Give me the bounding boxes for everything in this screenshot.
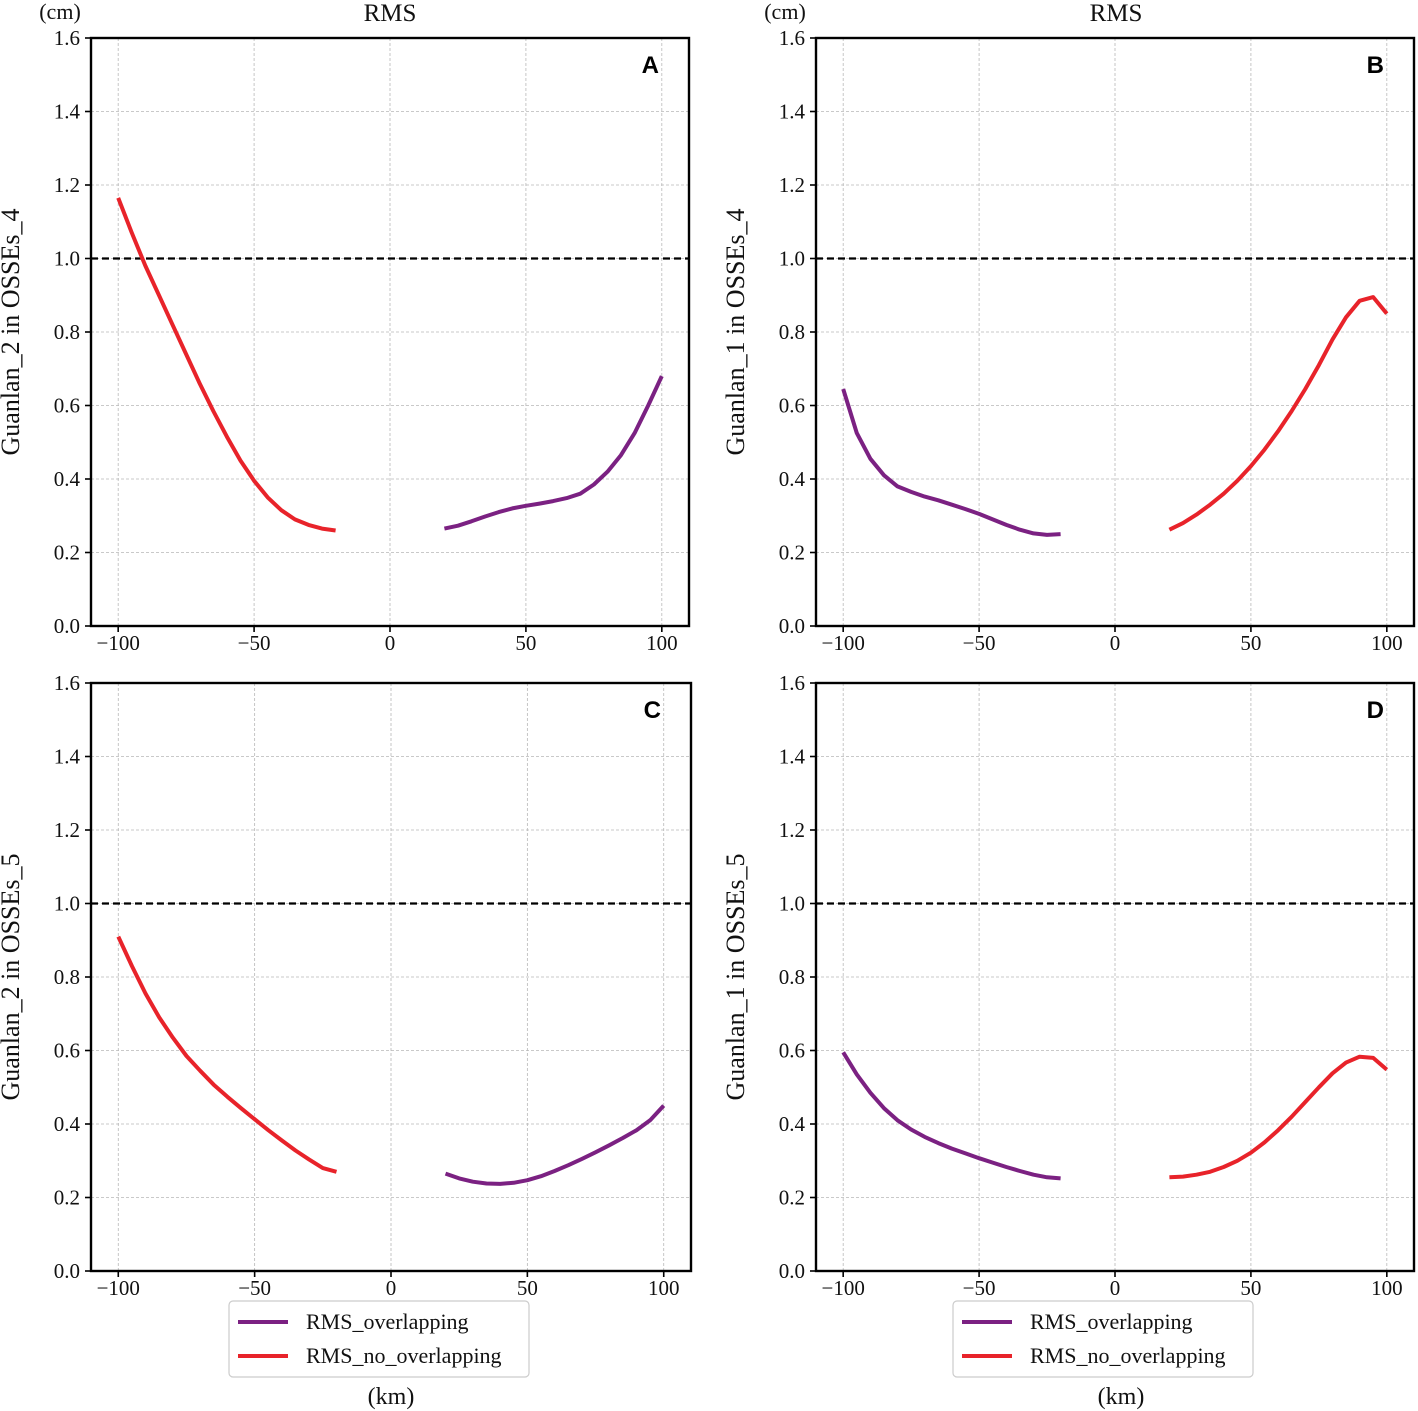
y-tick-label: 1.2: [54, 173, 80, 197]
y-tick-label: 1.0: [54, 892, 80, 916]
x-tick-label: −100: [97, 631, 140, 655]
y-tick-label: 0.2: [54, 1186, 80, 1210]
y-tick-label: 0.6: [779, 1039, 805, 1063]
y-tick-label: 0.8: [779, 320, 805, 344]
y-tick-label: 1.0: [779, 892, 805, 916]
y-unit-label-left: (cm): [39, 0, 81, 24]
y-tick-label: 1.0: [779, 247, 805, 271]
x-tick-label: 50: [1240, 1276, 1261, 1300]
y-tick-label: 0.8: [54, 965, 80, 989]
x-unit-label-right: (km): [1098, 1384, 1145, 1410]
y-tick-label: 1.4: [779, 100, 806, 124]
y-tick-label: 1.6: [54, 26, 80, 50]
y-tick-label: 1.2: [779, 818, 805, 842]
y-tick-label: 0.4: [779, 467, 806, 491]
x-tick-label: −100: [97, 1276, 140, 1300]
x-tick-label: 0: [1110, 1276, 1121, 1300]
y-tick-label: 0.4: [54, 467, 81, 491]
y-tick-label: 1.2: [779, 173, 805, 197]
legend-label-overlapping: RMS_overlapping: [306, 1309, 469, 1334]
y-axis-label: Guanlan_1 in OSSEs_4: [721, 209, 750, 456]
y-tick-label: 0.2: [779, 1186, 805, 1210]
y-tick-label: 0.0: [54, 614, 80, 638]
y-tick-label: 1.6: [779, 671, 805, 695]
x-tick-label: −100: [822, 1276, 865, 1300]
series-line-rms-overlapping: [841, 1051, 1061, 1181]
x-tick-label: 100: [648, 1276, 680, 1300]
y-tick-label: 0.0: [779, 1259, 805, 1283]
legend-box: [952, 1300, 1254, 1378]
x-tick-label: −100: [822, 631, 865, 655]
y-axis-label: Guanlan_2 in OSSEs_4: [0, 209, 25, 456]
y-tick-label: 1.4: [779, 745, 806, 769]
series-line-rms-overlapping: [443, 375, 664, 531]
y-tick-label: 0.6: [779, 394, 805, 418]
y-tick-label: 1.0: [54, 247, 80, 271]
x-tick-label: 100: [1371, 631, 1403, 655]
y-tick-label: 0.4: [54, 1112, 81, 1136]
y-tick-label: 1.4: [54, 745, 81, 769]
legend-left: RMS_overlapping RMS_no_overlapping: [228, 1300, 530, 1378]
y-tick-label: 0.6: [54, 394, 80, 418]
y-axis-label: Guanlan_1 in OSSEs_5: [721, 854, 750, 1101]
x-tick-label: −50: [238, 631, 271, 655]
series-line-rms-no-overlapping: [1168, 295, 1389, 532]
panel-letter: A: [642, 52, 659, 79]
y-tick-label: 0.0: [779, 614, 805, 638]
legend-box: [228, 1300, 530, 1378]
x-tick-label: 0: [385, 631, 396, 655]
x-tick-label: −50: [238, 1276, 271, 1300]
column-title-left: RMS: [364, 0, 417, 27]
panel-letter: D: [1367, 697, 1384, 724]
legend-label-no-overlapping: RMS_no_overlapping: [1030, 1343, 1226, 1368]
x-tick-label: −50: [963, 1276, 996, 1300]
series-line-rms-no-overlapping: [1169, 1054, 1389, 1180]
panel-a: −100 −50 0 50 100 0.0 0.2 0.4 0.6 0.8 1.0 1.2 1.4 1.6…: [0, 26, 691, 655]
legend-label-no-overlapping: RMS_no_overlapping: [306, 1343, 502, 1368]
x-tick-label: 100: [1371, 1276, 1403, 1300]
y-tick-label: 1.6: [54, 671, 80, 695]
x-tick-label: 0: [386, 1276, 397, 1300]
y-tick-label: 0.8: [54, 320, 80, 344]
panel-c: −100 −50 0 50 100 0.0 0.2 0.4 0.6 0.8 1.0 1.2 1.4 1.6…: [0, 671, 693, 1300]
panel-b: −100 −50 0 50 100 0.0 0.2 0.4 0.6 0.8 1.0 1.2 1.4 1.6…: [721, 26, 1416, 655]
series-line-rms-overlapping: [444, 1104, 666, 1186]
x-unit-label-left: (km): [368, 1384, 415, 1410]
y-tick-label: 1.4: [54, 100, 81, 124]
y-tick-label: 1.2: [54, 818, 80, 842]
x-tick-label: 50: [517, 1276, 538, 1300]
y-unit-label-right: (cm): [764, 0, 806, 24]
y-tick-label: 0.2: [54, 541, 80, 565]
plot-frame: [814, 36, 1416, 628]
plot-frame: [89, 36, 691, 628]
x-tick-label: 50: [515, 631, 536, 655]
y-tick-label: 0.6: [54, 1039, 80, 1063]
legend-label-overlapping: RMS_overlapping: [1030, 1309, 1193, 1334]
plot-frame: [814, 681, 1416, 1273]
x-tick-label: −50: [963, 631, 996, 655]
x-tick-label: 100: [646, 631, 678, 655]
legend-right: RMS_overlapping RMS_no_overlapping: [952, 1300, 1254, 1378]
panel-letter: B: [1367, 52, 1384, 79]
y-tick-label: 0.0: [54, 1259, 80, 1283]
y-tick-label: 0.2: [779, 541, 805, 565]
y-tick-label: 0.4: [779, 1112, 806, 1136]
x-tick-label: 50: [1240, 631, 1261, 655]
series-line-rms-no-overlapping: [116, 197, 336, 533]
panel-d: −100 −50 0 50 100 0.0 0.2 0.4 0.6 0.8 1.0 1.2 1.4 1.6…: [721, 671, 1416, 1300]
series-line-rms-overlapping: [841, 388, 1061, 537]
column-title-right: RMS: [1090, 0, 1143, 27]
y-tick-label: 1.6: [779, 26, 805, 50]
y-tick-label: 0.8: [779, 965, 805, 989]
panel-letter: C: [644, 697, 661, 724]
x-tick-label: 0: [1110, 631, 1121, 655]
y-axis-label: Guanlan_2 in OSSEs_5: [0, 854, 25, 1101]
series-line-rms-no-overlapping: [116, 935, 338, 1174]
